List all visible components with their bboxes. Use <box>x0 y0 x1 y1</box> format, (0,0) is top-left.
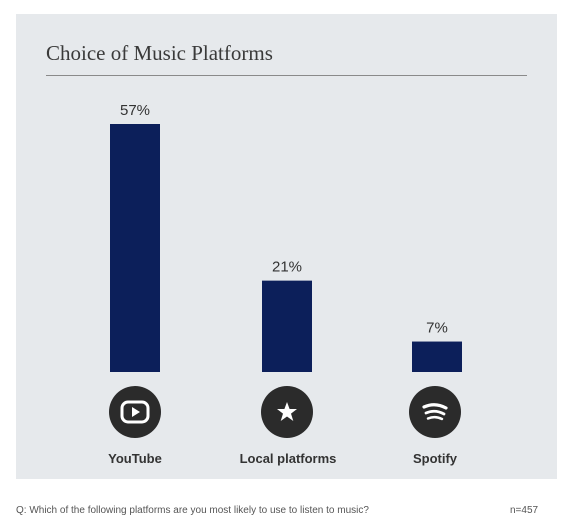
bar-plot: 57% 21% 7% <box>110 102 462 372</box>
youtube-icon <box>109 386 161 438</box>
star-icon <box>261 386 313 438</box>
category-label-spotify: Spotify <box>412 451 458 466</box>
sample-size: n=457 <box>510 505 539 516</box>
data-label-spotify: 7% <box>426 320 448 337</box>
bar-youtube <box>110 124 160 372</box>
spotify-icon <box>409 386 461 438</box>
data-label-youtube: 57% <box>120 102 150 119</box>
survey-question: Q: Which of the following platforms are … <box>16 505 369 516</box>
bar-local-platforms <box>262 280 312 372</box>
chart-title: Choice of Music Platforms <box>46 41 273 65</box>
title-divider <box>46 75 527 76</box>
category-label-youtube: YouTube <box>108 451 162 466</box>
data-label-local-platforms: 21% <box>272 259 302 276</box>
category-label-local-platforms: Local platforms <box>239 451 337 466</box>
bar-spotify <box>412 341 462 372</box>
chart-panel: Choice of Music Platforms 57% 21% 7% YouTu… <box>16 14 557 479</box>
